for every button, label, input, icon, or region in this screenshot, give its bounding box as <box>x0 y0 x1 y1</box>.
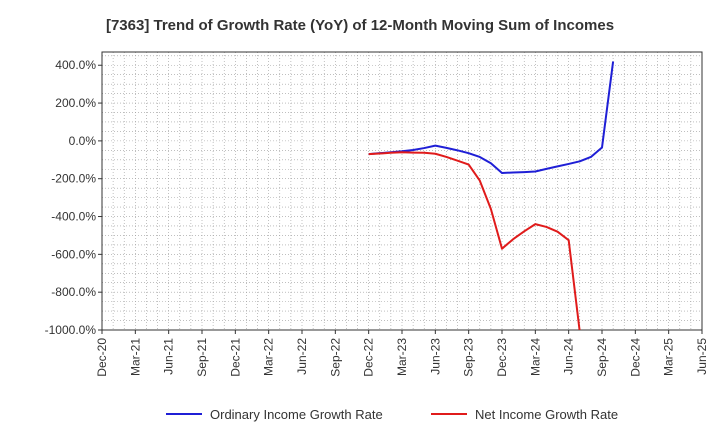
y-tick-label: -800.0% <box>51 285 96 299</box>
x-tick-label: Sep-23 <box>462 338 476 377</box>
x-tick-label: Mar-22 <box>262 338 276 376</box>
chart-title: [7363] Trend of Growth Rate (YoY) of 12-… <box>106 17 614 34</box>
x-tick-label: Dec-23 <box>495 338 509 377</box>
series-line-0 <box>368 61 615 175</box>
x-tick-label: Mar-24 <box>528 338 542 376</box>
x-tick-label: Jun-22 <box>295 338 309 375</box>
series-line-1 <box>368 151 581 330</box>
y-tick-label: 200.0% <box>55 96 96 110</box>
y-tick-label: -400.0% <box>51 210 96 224</box>
x-tick-label: Mar-23 <box>395 338 409 376</box>
x-tick-label: Jun-23 <box>428 338 442 375</box>
x-tick-label: Jun-24 <box>562 338 576 375</box>
x-tick-label: Sep-21 <box>195 338 209 377</box>
x-tick-label: Dec-24 <box>628 338 642 377</box>
y-tick-label: -200.0% <box>51 172 96 186</box>
legend-label: Net Income Growth Rate <box>475 407 618 422</box>
y-tick-label: 0.0% <box>69 134 97 148</box>
y-tick-label: -1000.0% <box>45 323 97 337</box>
legend: Ordinary Income Growth Rate Net Income Gr… <box>166 407 618 422</box>
legend-label: Ordinary Income Growth Rate <box>210 407 383 422</box>
y-tick-label: -600.0% <box>51 247 96 261</box>
x-tick-label: Sep-24 <box>595 338 609 377</box>
x-tick-label: Dec-20 <box>95 338 109 377</box>
y-tick-label: 400.0% <box>55 58 96 72</box>
series-layer <box>368 61 615 330</box>
x-tick-label: Mar-25 <box>662 338 676 376</box>
x-tick-label: Mar-21 <box>128 338 142 376</box>
x-tick-label: Jun-25 <box>695 338 709 375</box>
x-tick-label: Sep-22 <box>328 338 342 377</box>
x-tick-label: Jun-21 <box>162 338 176 375</box>
x-tick-label: Dec-22 <box>362 338 376 377</box>
axes-layer: 400.0% 200.0% 0.0% -200.0% -400.0% -600.0% -80… <box>45 51 709 377</box>
grid-layer <box>101 52 703 331</box>
x-tick-label: Dec-21 <box>228 338 242 377</box>
